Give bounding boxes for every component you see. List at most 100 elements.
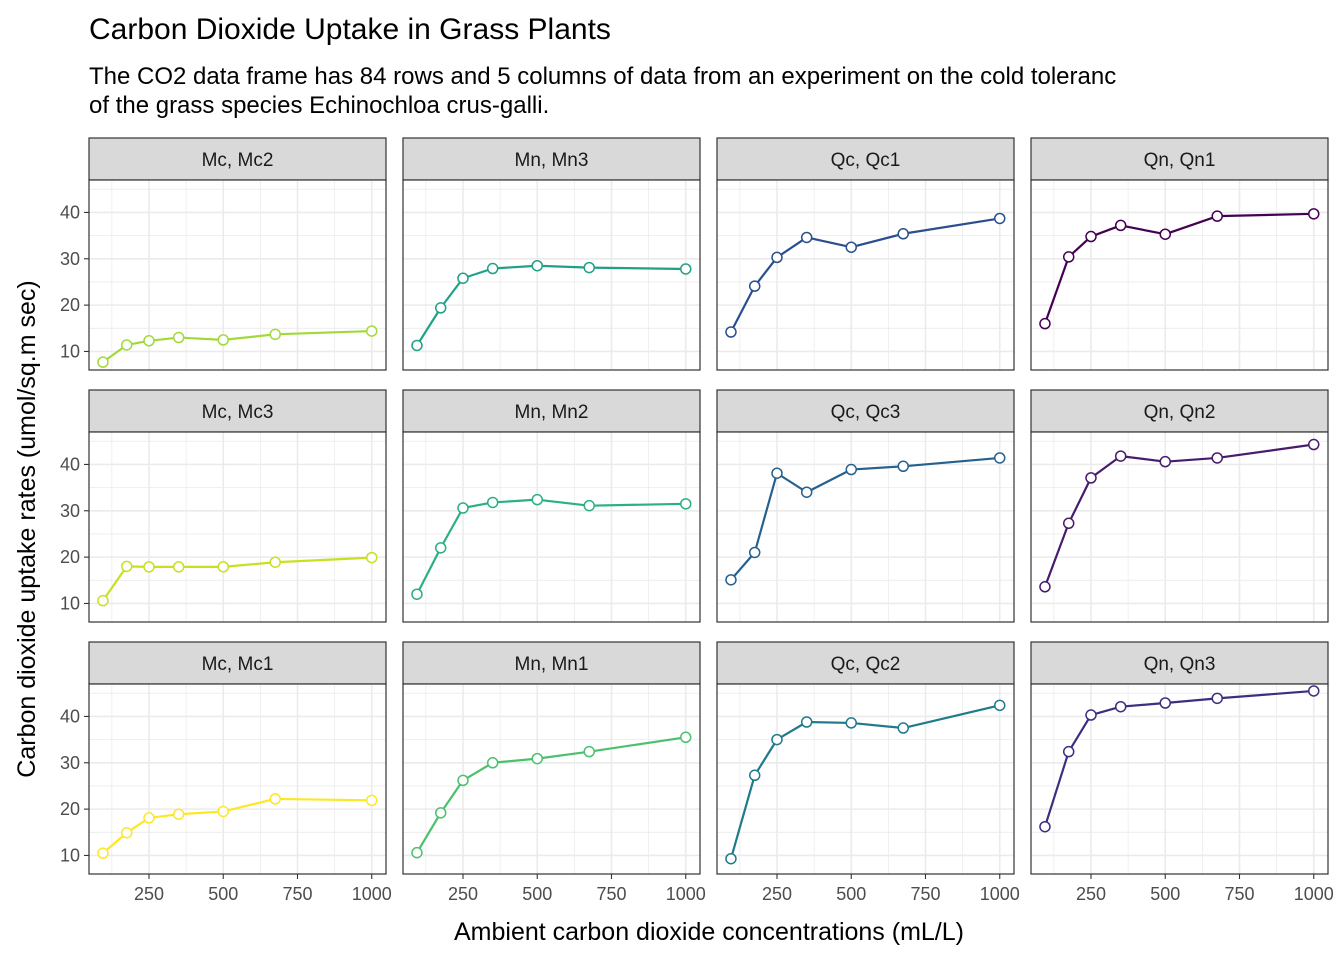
panel-border [88, 683, 387, 875]
x-tick-label: 500 [836, 884, 866, 904]
data-point [1211, 692, 1223, 705]
facet-panel: Mn, Mn2 [402, 389, 701, 623]
y-tick-label: 40 [60, 706, 80, 726]
facet-strip [1030, 389, 1329, 433]
facet-strip [1030, 137, 1329, 181]
data-point [771, 251, 783, 264]
panel-border [716, 683, 1015, 875]
data-point [434, 302, 447, 314]
data-point [120, 560, 133, 573]
data-point [897, 460, 909, 473]
panel-border [1030, 683, 1329, 875]
facet-strip-label: Qc, Qc3 [831, 402, 901, 423]
data-point [800, 486, 813, 498]
data-point [1211, 210, 1223, 222]
data-point [143, 335, 155, 347]
x-tick-label: 250 [448, 884, 478, 904]
data-point [1307, 208, 1320, 220]
data-point [411, 846, 423, 859]
facet-panel: Qn, Qn3 250 500 750 1000 [1030, 641, 1334, 904]
facet-strip-label: Mn, Mn2 [515, 402, 589, 423]
x-tick-label: 1000 [1294, 884, 1334, 904]
y-tick-label: 20 [60, 547, 80, 567]
data-point [771, 733, 783, 746]
data-point [457, 502, 469, 514]
panel-border [88, 431, 387, 623]
data-point [1062, 251, 1075, 263]
facet-strip [402, 389, 701, 433]
chart-subtitle-line-1: The CO2 data frame has 84 rows and 5 col… [89, 63, 1116, 90]
data-point [800, 231, 813, 244]
data-point [583, 745, 595, 758]
facet-panel: Mc, Mc2 10 20 30 40 [60, 137, 387, 371]
data-point [845, 463, 857, 476]
data-point [993, 452, 1006, 464]
data-point [143, 812, 155, 824]
data-point [1062, 745, 1075, 758]
panel-background [1031, 180, 1328, 370]
facet-strip [716, 389, 1015, 433]
data-point [771, 467, 783, 479]
facet-panel: Qc, Qc3 [716, 389, 1015, 623]
x-tick-label: 250 [762, 884, 792, 904]
facet-panel: Mn, Mn3 [402, 137, 701, 371]
data-point [679, 263, 692, 275]
data-point [725, 326, 737, 338]
facet-strip-label: Qc, Qc1 [831, 150, 901, 171]
panel-border [716, 179, 1015, 371]
y-tick-label: 30 [60, 753, 80, 773]
data-point [1307, 685, 1320, 697]
data-point [897, 722, 909, 734]
facet-strip-label: Qn, Qn2 [1144, 402, 1216, 423]
data-point [531, 259, 543, 272]
facet-panel: Mc, Mc1 10 20 30 40 250 500 750 1000 [60, 641, 392, 904]
data-point [269, 556, 281, 568]
data-point [1211, 452, 1223, 464]
chart-title: Carbon Dioxide Uptake in Grass Plants [89, 13, 611, 46]
data-point [365, 551, 378, 564]
panel-border [88, 179, 387, 371]
data-point [1039, 317, 1051, 330]
panel-background [403, 180, 700, 370]
x-axis-title: Ambient carbon dioxide concentrations (m… [454, 918, 964, 946]
facet-strip-label: Qn, Qn1 [1144, 150, 1216, 171]
panel-border [1030, 431, 1329, 623]
data-point [748, 280, 761, 292]
facet-strip-label: Mc, Mc3 [202, 402, 274, 423]
data-point [172, 561, 185, 573]
data-point [365, 794, 378, 807]
data-point [1159, 697, 1171, 709]
y-tick-label: 40 [60, 202, 80, 222]
facet-panel: Qc, Qc2 250 500 750 1000 [716, 641, 1020, 904]
x-tick-label: 500 [1150, 884, 1180, 904]
data-point [97, 847, 109, 859]
data-point [217, 334, 229, 346]
data-point [897, 228, 909, 240]
x-tick-label: 750 [910, 884, 940, 904]
facet-strip [716, 137, 1015, 181]
panel-background [717, 180, 1014, 370]
x-tick-label: 250 [134, 884, 164, 904]
facet-panel: Qc, Qc1 [716, 137, 1015, 371]
data-point [217, 805, 229, 818]
y-tick-label: 20 [60, 799, 80, 819]
data-point [411, 588, 423, 600]
x-tick-label: 750 [596, 884, 626, 904]
data-point [679, 498, 692, 510]
data-point [269, 328, 281, 341]
data-point [457, 774, 469, 787]
facet-strip-label: Mc, Mc1 [202, 654, 274, 675]
data-point [531, 752, 543, 765]
data-point [1085, 230, 1097, 243]
data-point [434, 542, 447, 554]
data-point [725, 574, 737, 586]
facet-strip [88, 389, 387, 433]
facet-panel: Mc, Mc3 10 20 30 40 [60, 389, 387, 623]
panel-background [89, 684, 386, 874]
panel-background [1031, 684, 1328, 874]
panel-background [89, 432, 386, 622]
facet-strip-label: Qn, Qn3 [1144, 654, 1216, 675]
data-point [486, 496, 499, 509]
facet-strip [1030, 641, 1329, 685]
data-point [120, 827, 133, 839]
